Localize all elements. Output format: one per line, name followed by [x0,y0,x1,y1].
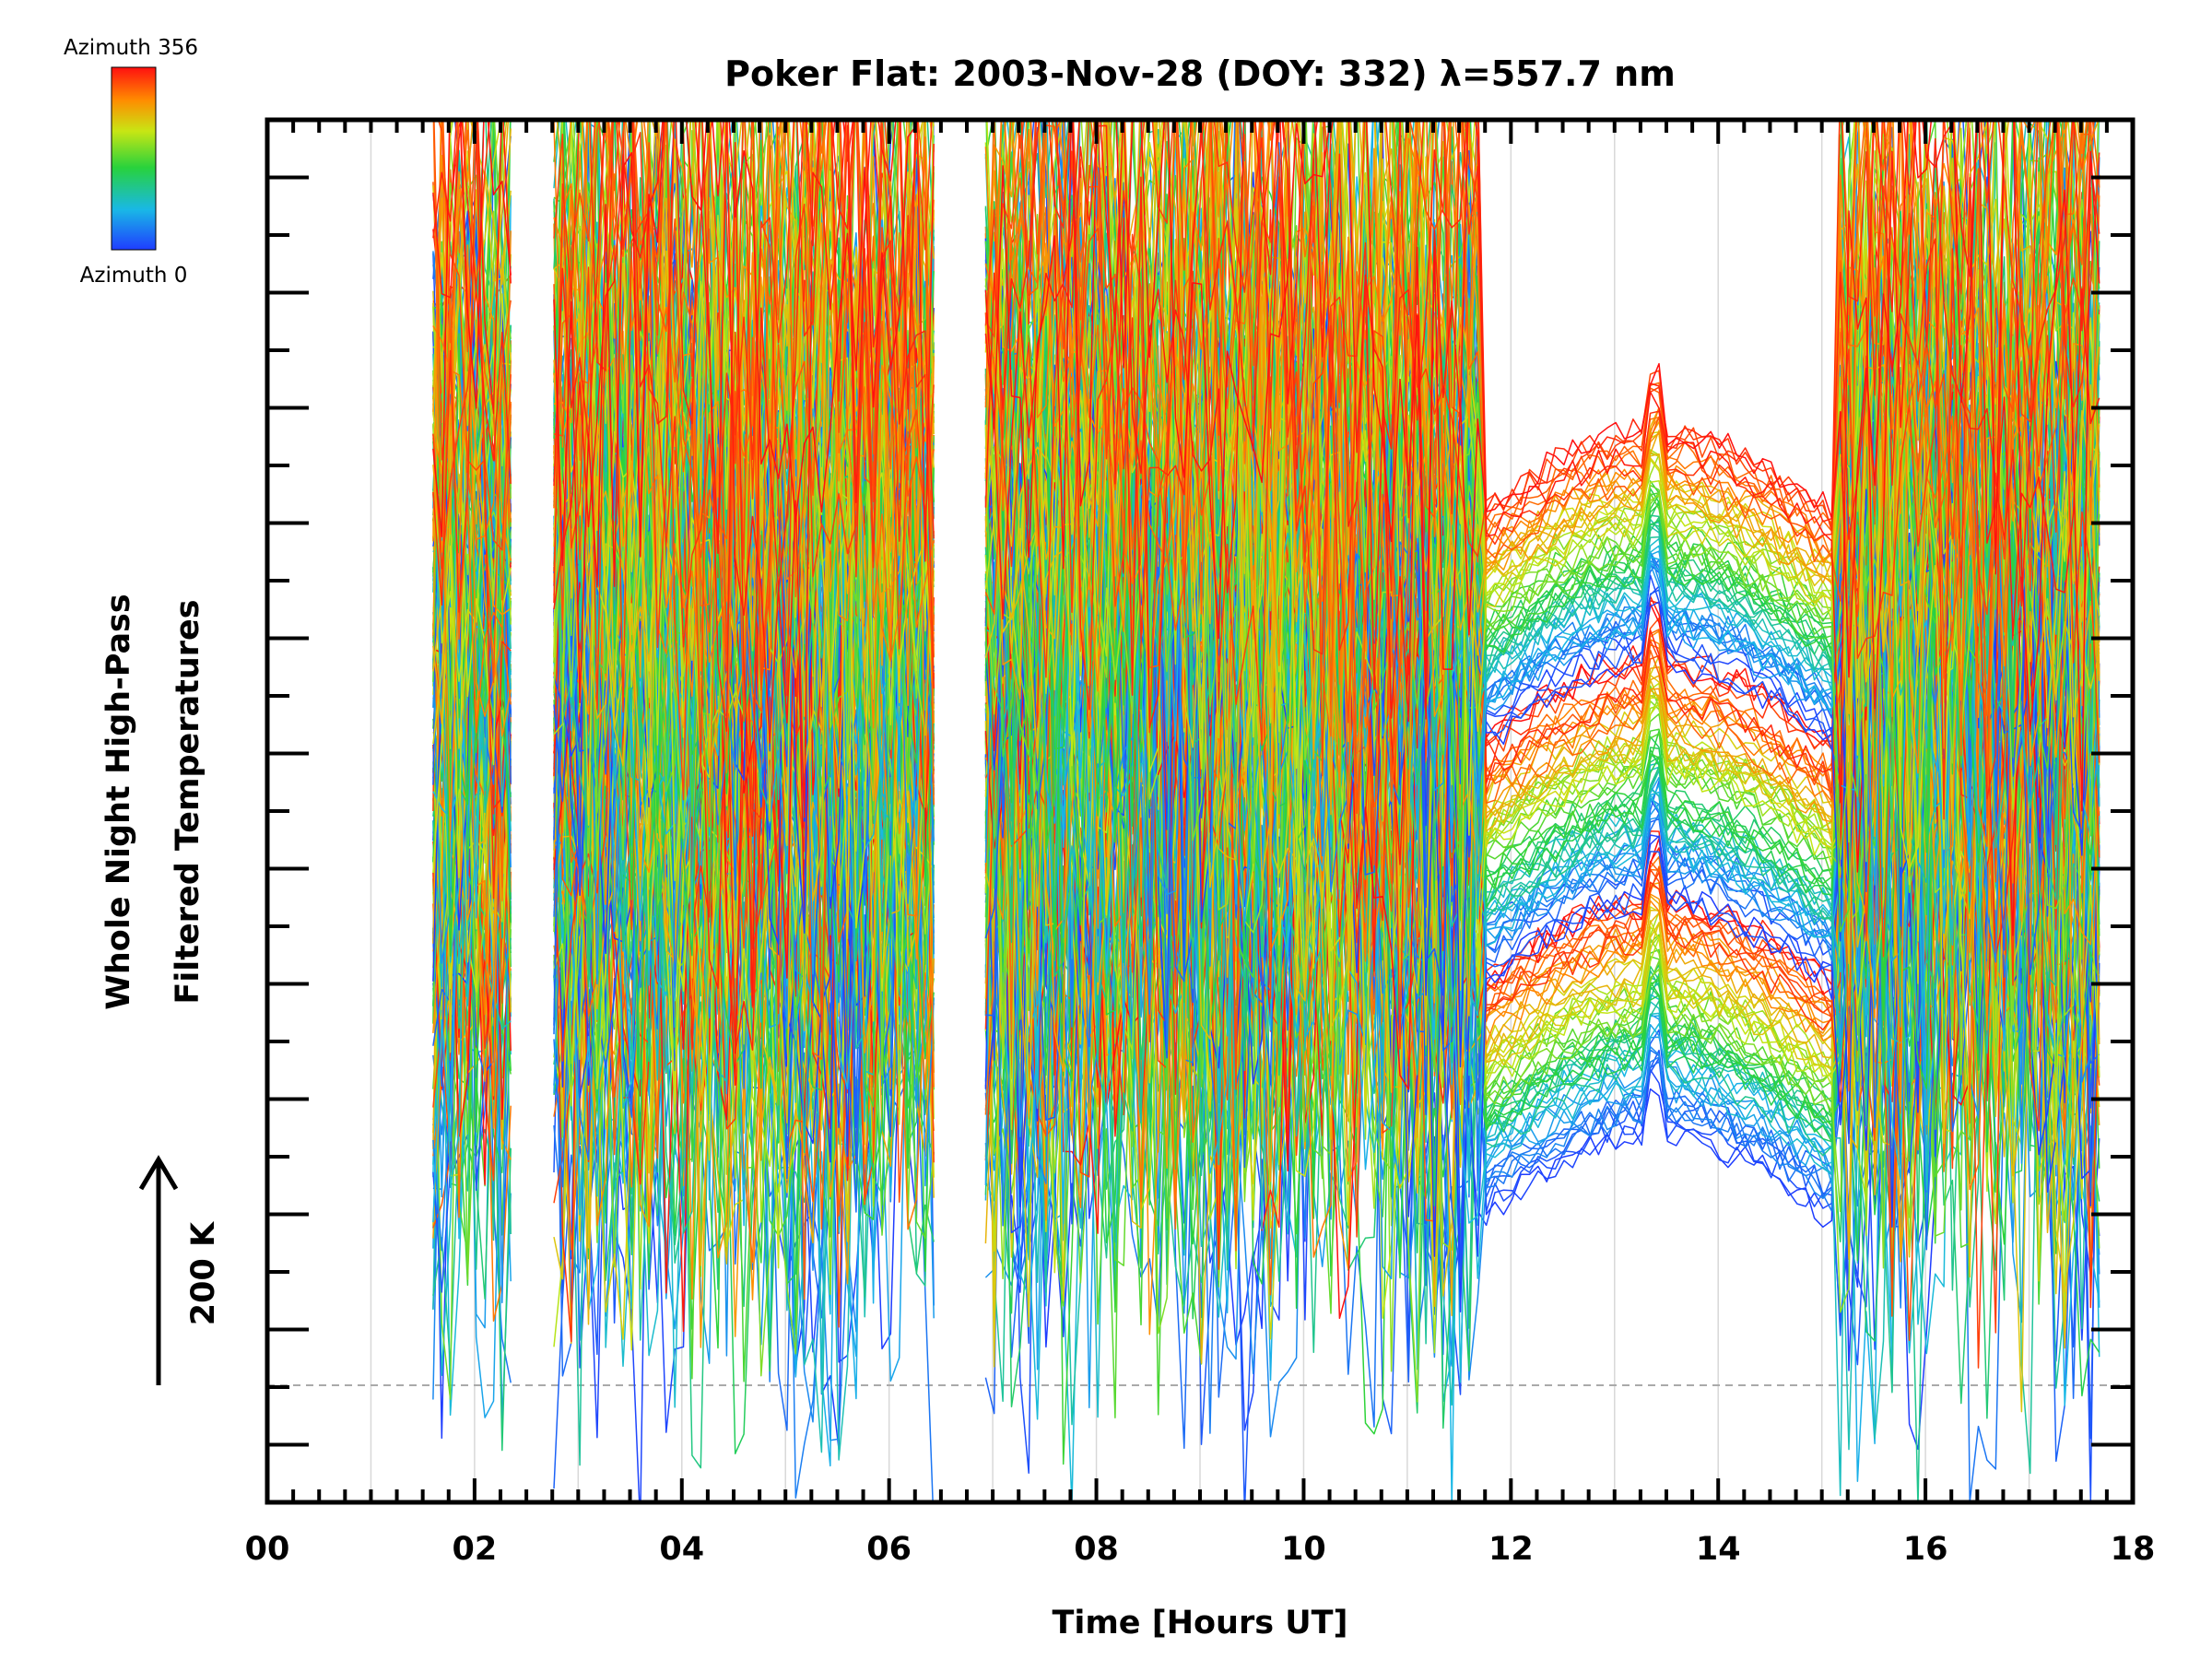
chart-title: Poker Flat: 2003-Nov-28 (DOY: 332) λ=557… [724,53,1676,94]
y-axis-title-line2: Filtered Temperatures [170,599,206,1004]
y-axis-title-line1: Whole Night High-Pass [100,594,137,1009]
series-line [432,120,2100,837]
series-line [432,120,2100,900]
scale-bar: 200 K [138,1155,222,1385]
colorbar-legend: Azimuth 356 Azimuth 0 [64,36,198,288]
x-tick-label: 06 [866,1531,912,1568]
x-tick-label: 18 [2111,1531,2156,1568]
colorbar [111,66,157,251]
scale-bar-label: 200 K [185,1220,222,1325]
x-tick-labels: 00 02 04 06 08 10 12 14 16 18 [245,1531,2156,1568]
series-group [432,120,2100,1502]
x-tick-label: 04 [659,1531,704,1568]
x-tick-label: 14 [1696,1531,1741,1568]
x-tick-label: 08 [1074,1531,1119,1568]
scale-bar-arrowhead [138,1155,179,1191]
colorbar-min-label: Azimuth 0 [80,264,188,288]
series-line [432,120,2100,812]
x-tick-label: 12 [1488,1531,1534,1568]
x-axis-title: Time [Hours UT] [1052,1605,1347,1641]
axis-ticks [265,118,2135,1504]
x-tick-label: 16 [1903,1531,1948,1568]
x-tick-label: 02 [453,1531,498,1568]
x-tick-label: 00 [245,1531,290,1568]
x-tick-label: 10 [1281,1531,1326,1568]
colorbar-max-label: Azimuth 356 [64,36,198,60]
